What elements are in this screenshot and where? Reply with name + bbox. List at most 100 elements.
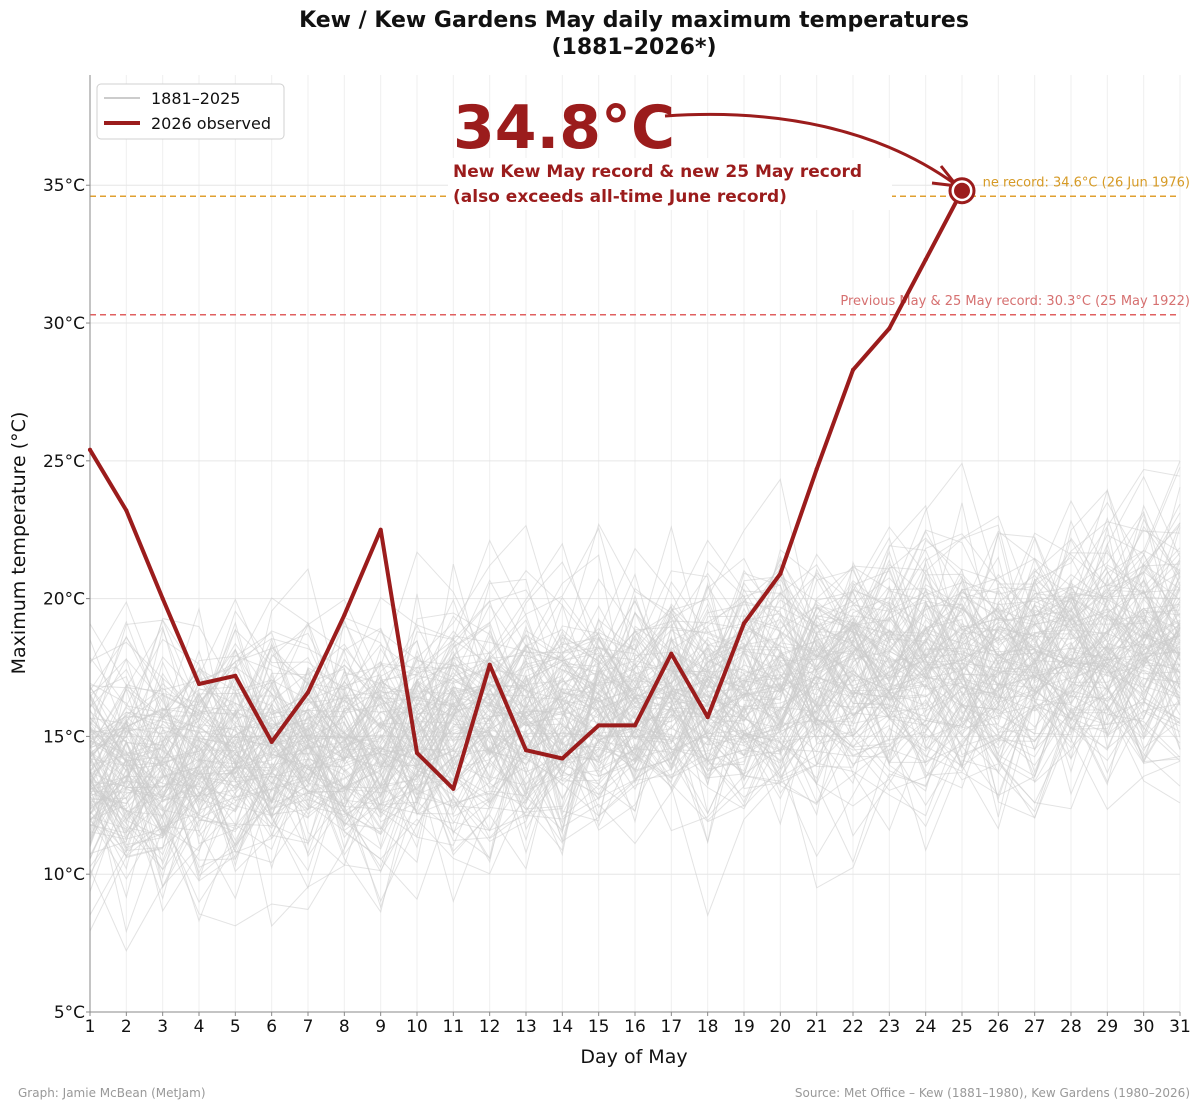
legend-label-2026: 2026 observed xyxy=(151,114,271,133)
data-point-2026 xyxy=(378,527,383,532)
historical-year-line xyxy=(89,568,1181,877)
data-point-2026 xyxy=(233,673,238,678)
data-point-2026 xyxy=(814,467,819,472)
footer-source: Source: Met Office – Kew (1881–1980), Ke… xyxy=(795,1086,1190,1100)
data-point-2026 xyxy=(487,662,492,667)
data-point-2026 xyxy=(415,750,419,755)
data-point-2026 xyxy=(851,367,855,372)
historical-year-line xyxy=(89,530,1181,849)
historical-year-line xyxy=(89,628,1181,801)
data-point-2026 xyxy=(197,682,201,687)
historical-year-line xyxy=(89,626,1181,928)
x-tick-label: 9 xyxy=(375,1017,386,1037)
historical-year-line xyxy=(89,584,1181,822)
data-point-2026 xyxy=(124,508,129,513)
footer-credit: Graph: Jamie McBean (MetJam) xyxy=(18,1086,206,1100)
data-point-2026 xyxy=(778,571,783,576)
y-tick-label: 30°C xyxy=(43,314,85,334)
data-point-2026 xyxy=(88,447,92,452)
chart-title-line1: Kew / Kew Gardens May daily maximum temp… xyxy=(299,8,969,33)
data-point-2026 xyxy=(923,257,928,262)
x-tick-label: 23 xyxy=(879,1017,901,1037)
historical-year-line xyxy=(89,549,1181,822)
historical-year-line xyxy=(89,596,1181,832)
historical-year-line xyxy=(89,581,1181,801)
annotation-arrow xyxy=(664,112,956,186)
historical-year-line xyxy=(89,573,1181,772)
x-tick-label: 16 xyxy=(624,1017,646,1037)
x-tick-label: 12 xyxy=(479,1017,501,1037)
x-tick-label: 29 xyxy=(1097,1017,1119,1037)
record-marker-dot xyxy=(954,182,970,199)
x-tick-label: 18 xyxy=(697,1017,719,1037)
historical-year-line xyxy=(89,597,1181,837)
historical-year-line xyxy=(89,636,1181,821)
record-marker xyxy=(948,177,976,205)
x-tick-label: 8 xyxy=(339,1017,350,1037)
x-tick-label: 24 xyxy=(915,1017,937,1037)
x-tick-label: 13 xyxy=(515,1017,537,1037)
y-axis-label: Maximum temperature (°C) xyxy=(8,412,30,675)
x-tick-label: 26 xyxy=(988,1017,1010,1037)
x-tick-label: 27 xyxy=(1024,1017,1046,1037)
label-mask xyxy=(448,158,892,210)
grid xyxy=(89,75,1181,1013)
data-point-2026 xyxy=(451,786,456,791)
x-tick-label: 31 xyxy=(1169,1017,1191,1037)
y-tick-label: 15°C xyxy=(43,727,85,747)
historical-year-line xyxy=(89,526,1181,832)
historical-year-line xyxy=(89,574,1181,827)
historical-year-line xyxy=(89,527,1181,880)
x-tick-label: 1 xyxy=(85,1017,96,1037)
historical-year-line xyxy=(89,584,1181,868)
data-point-2026 xyxy=(524,748,528,753)
data-point-2026 xyxy=(705,715,710,720)
historical-year-line xyxy=(89,588,1181,815)
historical-year-line xyxy=(89,606,1181,836)
data-point-2026 xyxy=(560,756,565,761)
data-point-2026 xyxy=(742,621,746,626)
x-tick-label: 4 xyxy=(194,1017,205,1037)
historical-year-line xyxy=(89,622,1181,952)
data-point-2026 xyxy=(633,723,637,728)
historical-year-line xyxy=(89,489,1181,811)
legend: 1881–2025 2026 observed xyxy=(96,83,285,140)
annotation-line1: New Kew May record & new 25 May record xyxy=(453,162,862,182)
legend-box xyxy=(96,83,285,140)
may-record-label: Previous May & 25 May record: 30.3°C (25… xyxy=(840,294,1190,309)
historical-year-line xyxy=(89,560,1181,796)
highlight-value: 34.8°C xyxy=(453,93,675,163)
data-point-2026 xyxy=(887,326,892,331)
historical-year-line xyxy=(89,645,1181,863)
y-tick-label: 25°C xyxy=(43,452,85,472)
historical-year-line xyxy=(89,501,1181,738)
historical-year-line xyxy=(89,545,1181,815)
x-tick-label: 17 xyxy=(661,1017,683,1037)
x-tick-label: 21 xyxy=(806,1017,828,1037)
data-point-2026 xyxy=(669,651,674,656)
x-tick-label: 6 xyxy=(266,1017,277,1037)
y-tick-label: 5°C xyxy=(54,1003,85,1023)
x-tick-label: 11 xyxy=(443,1017,465,1037)
axes: 1 2 3 4 5 6 7 8 9 10 11 12 13 14 15 16 17 18 19 20 21 22 23 24 2… xyxy=(43,75,1191,1037)
chart-title-line2: (1881–2026*) xyxy=(551,35,716,60)
x-tick-label: 15 xyxy=(588,1017,610,1037)
historical-year-line xyxy=(89,504,1181,852)
historical-year-line xyxy=(89,571,1181,883)
historical-year-line xyxy=(89,603,1181,767)
historical-year-line xyxy=(89,529,1181,810)
historical-year-line xyxy=(89,525,1181,861)
x-tick-label: 28 xyxy=(1060,1017,1082,1037)
legend-label-historical: 1881–2025 xyxy=(151,89,240,108)
y-tick-label: 35°C xyxy=(43,176,85,196)
historical-year-line xyxy=(89,566,1181,835)
data-point-2026 xyxy=(342,613,347,618)
june-record-label: ne record: 34.6°C (26 Jun 1976) xyxy=(983,175,1190,190)
x-tick-label: 19 xyxy=(733,1017,755,1037)
historical-year-line xyxy=(89,510,1181,857)
x-axis-label: Day of May xyxy=(580,1046,687,1068)
data-point-2026 xyxy=(596,723,601,728)
data-point-2026 xyxy=(269,739,274,744)
historical-year-line xyxy=(89,576,1181,802)
